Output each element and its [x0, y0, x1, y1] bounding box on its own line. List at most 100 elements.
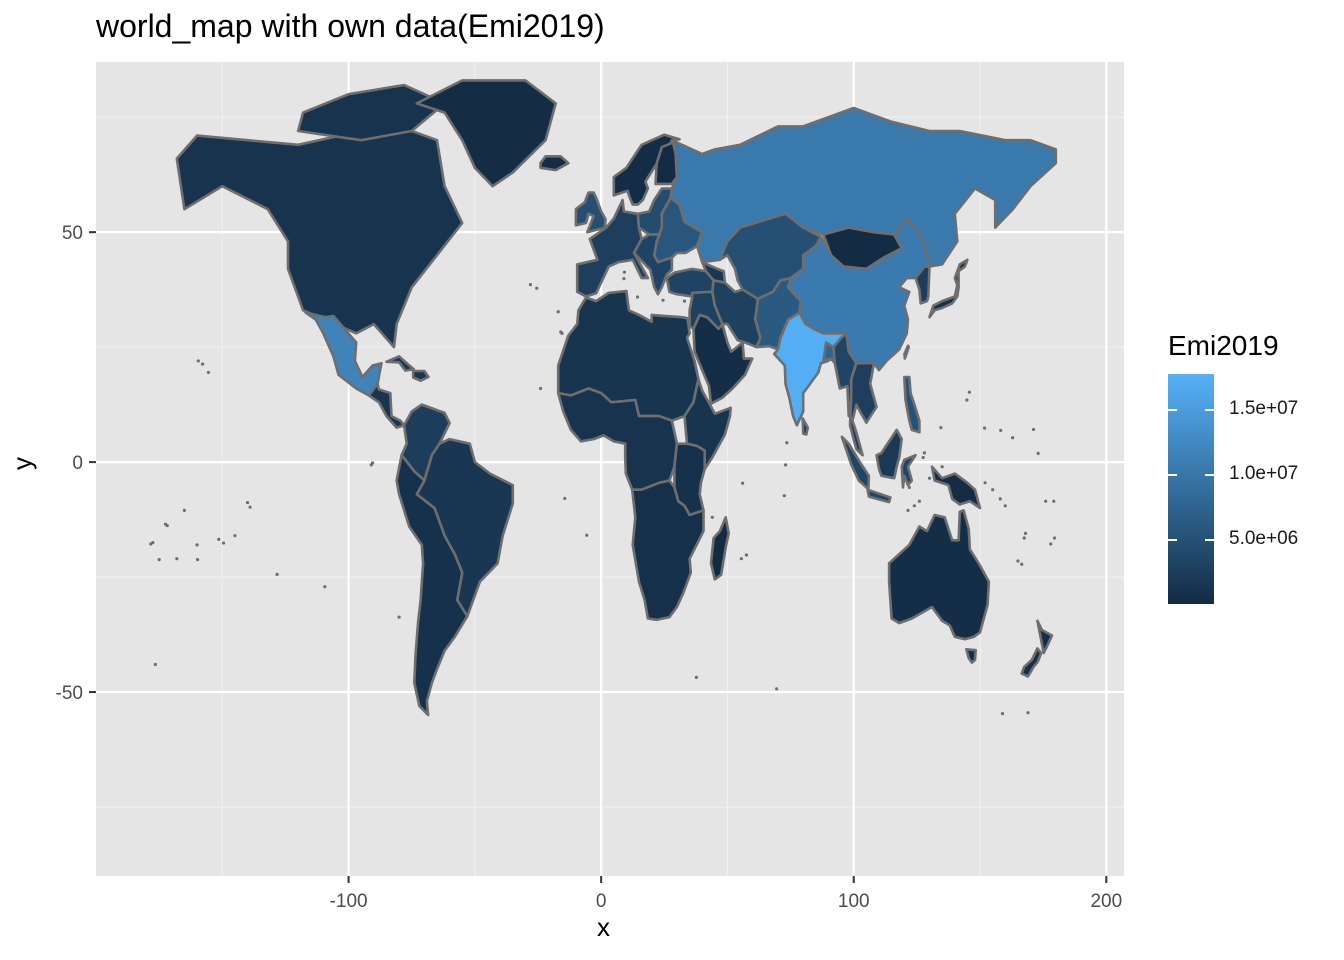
island-dot [1016, 559, 1020, 563]
country-tasmania [965, 647, 978, 664]
island-dot [151, 540, 155, 545]
legend-label-mid: 1.0e+07 [1229, 463, 1299, 484]
island-dot [323, 585, 327, 589]
island-dot [1000, 712, 1005, 716]
island-dot [922, 451, 927, 455]
country-taiwan [903, 344, 911, 360]
island-dot [1052, 536, 1057, 540]
island-dot [221, 541, 226, 545]
country-central-america [367, 382, 406, 429]
country-cuba [385, 354, 416, 372]
island-dot [195, 557, 200, 562]
y-axis-title: y [7, 457, 37, 470]
country-sumatra [840, 435, 871, 491]
country-polygons [175, 79, 1058, 717]
country-japan [928, 258, 969, 319]
island-dot [157, 557, 161, 562]
country-iceland [539, 155, 570, 172]
island-dot [775, 687, 779, 691]
island-dot [538, 386, 543, 391]
country-balkans [632, 233, 674, 296]
legend-tick-mark [1168, 539, 1214, 541]
island-dot [744, 553, 748, 557]
island-dot [206, 370, 210, 375]
country-canadian-arctic-archipelago [296, 83, 446, 142]
island-dot [248, 505, 252, 509]
country-great-britain-and-ireland [574, 191, 607, 234]
country-new-guinea [930, 465, 982, 510]
country-new-zealand-south-island [1020, 647, 1043, 678]
island-dot [927, 476, 932, 480]
x-tick-label: -100 [330, 891, 368, 912]
legend-label-high: 1.5e+07 [1229, 398, 1299, 419]
country-borneo [875, 428, 904, 480]
island-dot [1026, 711, 1030, 715]
island-dot [1052, 499, 1056, 503]
island-dot [999, 428, 1003, 432]
island-dot [739, 557, 743, 561]
island-dot [275, 572, 279, 576]
island-dot [682, 299, 687, 303]
island-dot [1003, 504, 1007, 508]
island-dot [1031, 427, 1036, 432]
island-dot [967, 390, 972, 394]
island-dot [939, 426, 943, 430]
island-dot [1049, 542, 1053, 546]
x-tick-label: 200 [1090, 891, 1122, 912]
island-dot [370, 461, 375, 465]
island-dot [397, 615, 401, 619]
island-dot [585, 533, 589, 537]
country-madagascar [709, 515, 731, 581]
legend-colorbar [1168, 374, 1214, 604]
island-dot [741, 481, 745, 485]
island-dot [710, 515, 714, 519]
country-java [866, 488, 892, 504]
country-sulawesi [900, 453, 917, 489]
island-dot [556, 310, 560, 314]
x-tick-label: 0 [596, 891, 607, 912]
island-dot [196, 359, 200, 363]
country-hispaniola [411, 369, 430, 383]
island-dot [245, 500, 250, 505]
island-dot [563, 496, 567, 501]
island-dot [535, 286, 539, 290]
island-dot [635, 295, 640, 299]
island-dot [785, 441, 789, 445]
island-dot [195, 543, 199, 547]
country-korea [914, 265, 931, 305]
island-dot [217, 537, 221, 541]
island-dot [694, 675, 698, 679]
island-dot [182, 508, 187, 512]
island-dot [661, 298, 665, 302]
country-mexico [304, 311, 383, 397]
island-dot [560, 331, 564, 335]
island-dot [782, 494, 786, 498]
island-dot [906, 508, 910, 512]
island-dot [1036, 451, 1040, 455]
country-philippines [902, 375, 921, 434]
island-dot [907, 485, 911, 489]
island-dot [917, 499, 922, 503]
island-dot [983, 481, 987, 485]
legend-label-low: 5.0e+06 [1229, 528, 1299, 549]
island-dot [163, 522, 168, 526]
island-dot [1011, 436, 1015, 440]
island-dot [912, 504, 916, 508]
country-southern-africa [630, 479, 705, 622]
island-dot [982, 426, 987, 430]
country-new-zealand-north-island [1036, 619, 1054, 655]
island-dot [1023, 531, 1028, 535]
country-iran [710, 279, 762, 349]
island-dot [1020, 562, 1024, 566]
axis-ticks: -100 0 100 200 -50 0 50 [56, 223, 1123, 912]
legend-title: Emi2019 [1168, 330, 1279, 361]
island-dot [921, 455, 925, 460]
island-dot [991, 488, 995, 492]
island-dot [200, 362, 205, 366]
island-dot [1044, 499, 1048, 503]
country-greenland [415, 79, 558, 188]
country-australia [887, 509, 991, 641]
island-dot [622, 270, 626, 274]
island-dot [940, 465, 944, 469]
